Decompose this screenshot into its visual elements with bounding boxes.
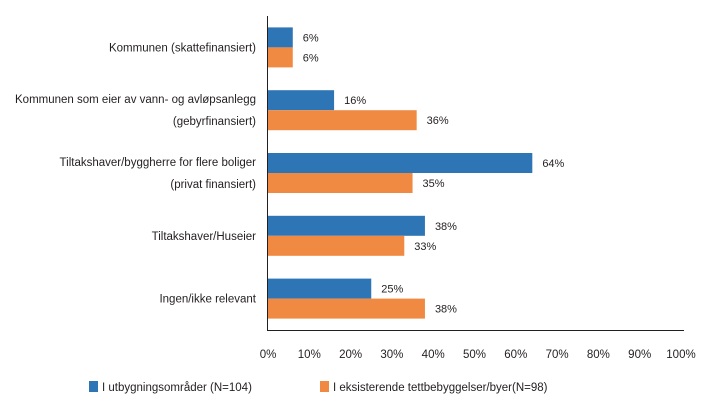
x-tick-label: 40%: [422, 349, 445, 361]
category-label: Kommunen som eier av vann- og avløpsanle…: [15, 94, 256, 106]
bar: [268, 90, 335, 111]
bars-group: [268, 27, 533, 319]
category-label: Tiltakshaver/byggherre for flere boliger: [60, 157, 257, 169]
legend-label: I eksisterende tettbebyggelser/byer(N=98…: [333, 382, 548, 394]
bar: [268, 298, 425, 319]
legend-label: I utbygningsområder (N=104): [102, 382, 252, 394]
data-label: 64%: [542, 158, 564, 170]
data-label: 35%: [423, 178, 445, 190]
bar: [268, 173, 413, 193]
category-label: Kommunen (skattefinansiert): [109, 42, 256, 54]
bar: [268, 235, 405, 256]
x-tick-label: 60%: [504, 349, 527, 361]
bar: [268, 47, 293, 68]
data-label: 38%: [435, 304, 457, 316]
category-label: Ingen/ikke relevant: [159, 294, 256, 306]
legend-swatch: [320, 381, 329, 392]
category-label: (gebyrfinansiert): [173, 116, 256, 128]
bar: [268, 27, 293, 48]
category-label: (privat finansiert): [170, 179, 256, 191]
x-tick-label: 10%: [298, 349, 321, 361]
x-tick-label: 50%: [463, 349, 486, 361]
x-tick-label: 0%: [260, 349, 277, 361]
data-label: 6%: [303, 52, 319, 64]
legend-swatch: [89, 381, 98, 392]
x-tick-label: 100%: [666, 349, 695, 361]
bar: [268, 278, 372, 299]
labels-group: Kommunen (skattefinansiert) 6% 6% Kommunen …: [15, 32, 565, 315]
x-tick-label: 90%: [628, 349, 651, 361]
x-tick-label: 30%: [380, 349, 403, 361]
legend: I utbygningsområder (N=104) I eksisterend…: [89, 381, 548, 394]
bar: [268, 215, 425, 236]
bar: [268, 153, 533, 173]
data-label: 16%: [344, 95, 366, 107]
data-label: 25%: [381, 284, 403, 296]
data-label: 6%: [303, 32, 319, 44]
data-label: 38%: [435, 221, 457, 233]
bar: [268, 110, 417, 131]
category-label: Tiltakshaver/Huseier: [152, 231, 257, 243]
x-axis-ticks: 0% 10% 20% 30% 40% 50% 60% 70% 80% 90% 100%: [260, 349, 696, 361]
x-tick-label: 70%: [546, 349, 569, 361]
data-label: 36%: [427, 115, 449, 127]
data-label: 33%: [414, 241, 436, 253]
x-tick-label: 20%: [339, 349, 362, 361]
x-tick-label: 80%: [587, 349, 610, 361]
